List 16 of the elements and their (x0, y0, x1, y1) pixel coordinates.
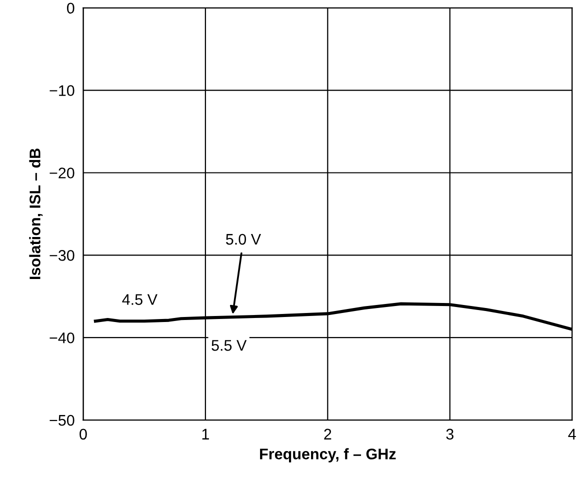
y-tick-label: −40 (50, 332, 74, 344)
y-tick-label: −20 (50, 168, 74, 178)
y-axis-title: Isolation, ISL – dB (29, 148, 43, 280)
y-tick-label: −30 (50, 250, 74, 261)
annotation: 5.5 V (212, 340, 247, 351)
x-tick-label: 3 (446, 428, 454, 440)
y-tick-label: −10 (50, 85, 74, 96)
x-axis-title: Frequency, f – GHz (260, 448, 396, 462)
x-tick-label: 4 (568, 428, 576, 440)
annotation: 4.5 V (122, 294, 158, 305)
x-tick-label: 1 (202, 428, 209, 440)
y-tick-label: −50 (50, 414, 74, 426)
y-tick-label: 0 (66, 2, 74, 14)
x-tick-label: 0 (80, 428, 87, 440)
annotation: 5.0 V (226, 234, 261, 245)
x-tick-label: 2 (324, 428, 332, 440)
